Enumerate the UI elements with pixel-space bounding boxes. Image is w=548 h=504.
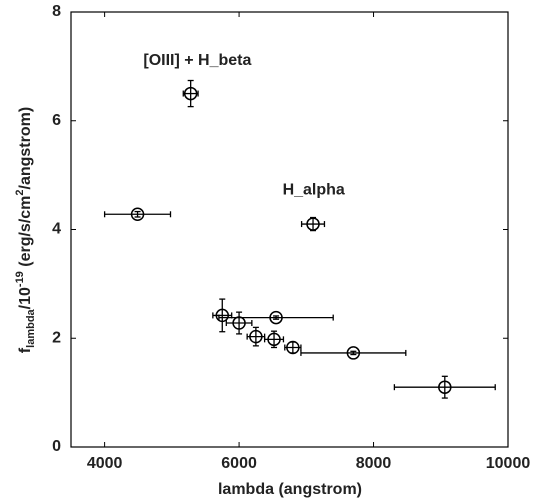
point [438, 380, 452, 394]
y-error-bar [236, 311, 243, 335]
y-label-part: -19 [14, 271, 26, 287]
x-tick-label: 10000 [486, 455, 531, 472]
y-tick-label: 4 [52, 221, 61, 238]
y-tick-label: 0 [52, 438, 61, 455]
x-tick-label: 8000 [356, 455, 392, 472]
point [183, 86, 198, 101]
y-error-bar [219, 298, 226, 333]
point [130, 207, 145, 222]
point [267, 332, 281, 347]
point [215, 308, 230, 323]
y-label-part: f [17, 347, 34, 353]
y-error-bar [350, 350, 357, 356]
y-error-bar [273, 315, 280, 320]
point [306, 217, 320, 231]
y-label-part: /angstrom) [17, 107, 34, 190]
annotation: H_alpha [283, 182, 345, 199]
y-tick-label: 2 [52, 329, 61, 346]
y-error-bar [441, 375, 448, 399]
point [346, 346, 361, 360]
y-axis-label: flambda/10-19 (erg/s/cm2/angstrom) [14, 107, 37, 353]
y-label-part: (erg/s/cm [17, 196, 34, 272]
annotation: [OIII] + H_beta [143, 52, 251, 69]
point [286, 340, 300, 355]
y-error-bar [134, 210, 141, 218]
x-axis-label: lambda (angstrom) [218, 481, 362, 498]
x-tick-label: 6000 [221, 455, 257, 472]
y-error-bar [187, 79, 194, 108]
y-label-part: /10 [17, 287, 34, 309]
y-label-part: 2 [14, 189, 26, 195]
y-label-part: lambda [25, 308, 37, 347]
y-tick-label: 6 [52, 112, 61, 129]
x-tick-label: 4000 [87, 455, 123, 472]
point [269, 310, 283, 325]
y-tick-label: 8 [52, 3, 61, 20]
point [249, 329, 263, 344]
